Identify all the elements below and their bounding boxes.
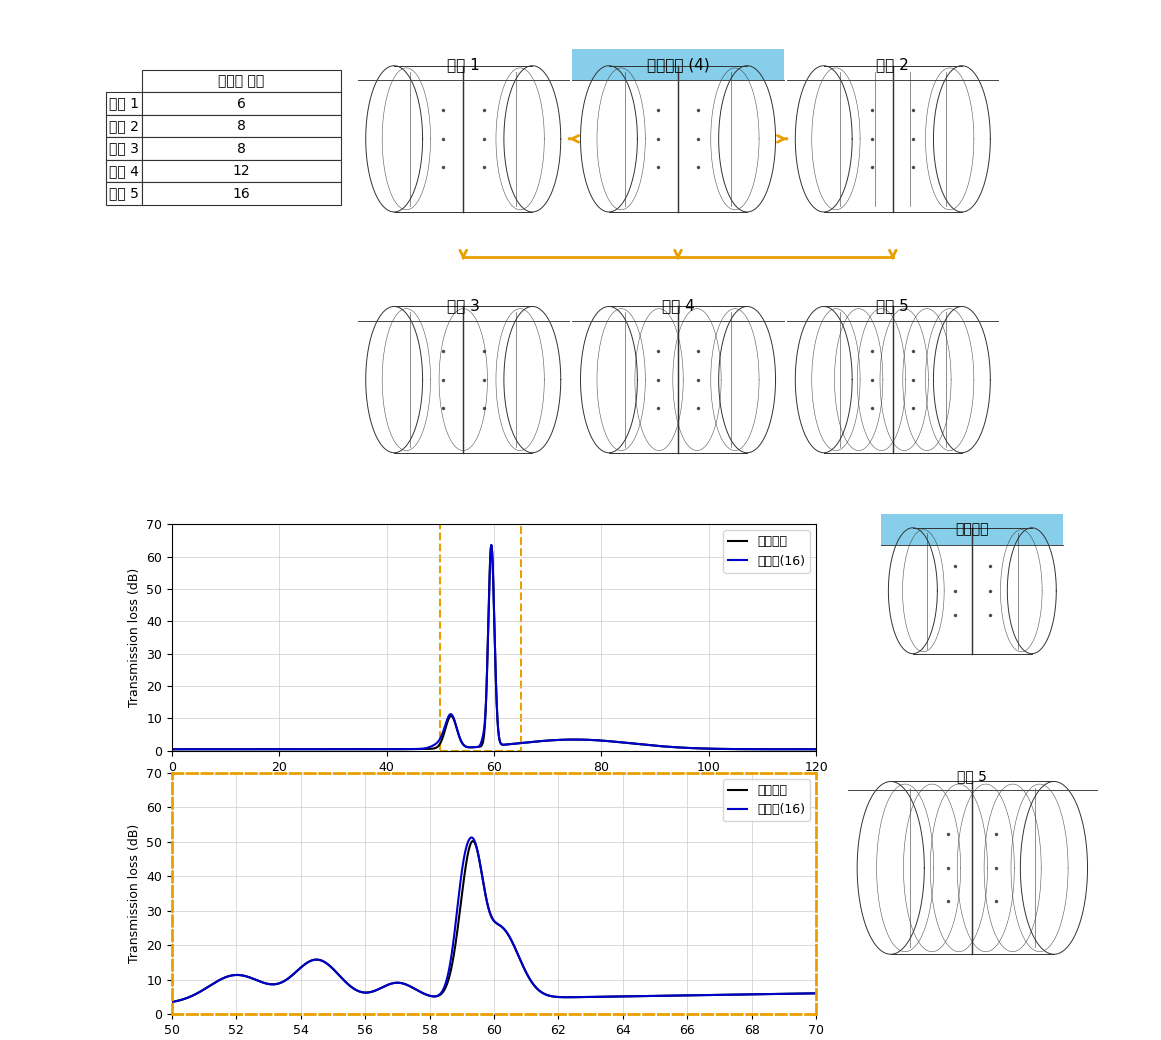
X-axis label: Frequency (Hz): Frequency (Hz) <box>441 779 547 794</box>
기본모델 <box>238 743 252 755</box>
기본모델 <box>727 743 741 755</box>
공명기(16) <box>809 743 823 755</box>
Line: 공명기(16): 공명기(16) <box>172 837 816 1002</box>
공명기(16) <box>238 743 252 755</box>
Bar <box>881 514 1063 545</box>
기본모델 <box>809 987 823 999</box>
기본모델 <box>440 718 454 730</box>
Y-axis label: Transmission loss (dB): Transmission loss (dB) <box>128 568 140 707</box>
공명기(16) <box>796 743 810 755</box>
기본모델 <box>727 988 741 1000</box>
기본모델 <box>796 987 810 999</box>
Text: 모델 5: 모델 5 <box>877 297 909 313</box>
기본모델 <box>466 835 479 848</box>
공명기(16) <box>412 985 426 997</box>
공명기(16) <box>440 973 454 986</box>
기본모델 <box>484 539 498 551</box>
Line: 기본모델: 기본모델 <box>172 545 816 749</box>
기본모델 <box>276 743 290 755</box>
기본모델 <box>809 743 823 755</box>
기본모델 <box>165 743 179 755</box>
Text: 모델 2: 모델 2 <box>877 57 909 72</box>
공명기(16) <box>464 831 478 843</box>
기본모델 <box>412 743 426 755</box>
공명기(16) <box>165 995 179 1008</box>
Text: 모델 1: 모델 1 <box>447 57 479 72</box>
Text: 모델 3: 모델 3 <box>447 297 479 313</box>
공명기(16) <box>276 743 290 755</box>
Text: 기본모델: 기본모델 <box>956 522 989 537</box>
공명기(16) <box>238 970 252 983</box>
공명기(16) <box>796 987 810 999</box>
공명기(16) <box>809 987 823 999</box>
공명기(16) <box>165 743 179 755</box>
Line: 기본모델: 기본모델 <box>172 841 816 1002</box>
공명기(16) <box>484 539 498 551</box>
공명기(16) <box>412 743 426 755</box>
Line: 공명기(16): 공명기(16) <box>172 545 816 749</box>
공명기(16) <box>727 988 741 1000</box>
Text: 기본모델 (4): 기본모델 (4) <box>647 57 709 72</box>
Bar <box>440 524 521 751</box>
기본모델 <box>276 976 290 988</box>
공명기(16) <box>440 714 454 727</box>
공명기(16) <box>276 976 290 988</box>
기본모델 <box>165 995 179 1008</box>
기본모델 <box>440 979 454 991</box>
기본모델 <box>796 743 810 755</box>
Legend: 기본모델, 공명기(16): 기본모델, 공명기(16) <box>723 530 810 573</box>
Legend: 기본모델, 공명기(16): 기본모델, 공명기(16) <box>723 779 810 822</box>
공명기(16) <box>727 743 741 755</box>
Bar <box>572 50 784 80</box>
Y-axis label: Transmission loss (dB): Transmission loss (dB) <box>128 824 140 963</box>
Text: 모델 4: 모델 4 <box>662 297 694 313</box>
기본모델 <box>238 970 252 983</box>
Text: 모델 5: 모델 5 <box>958 769 987 783</box>
기본모델 <box>412 985 426 997</box>
